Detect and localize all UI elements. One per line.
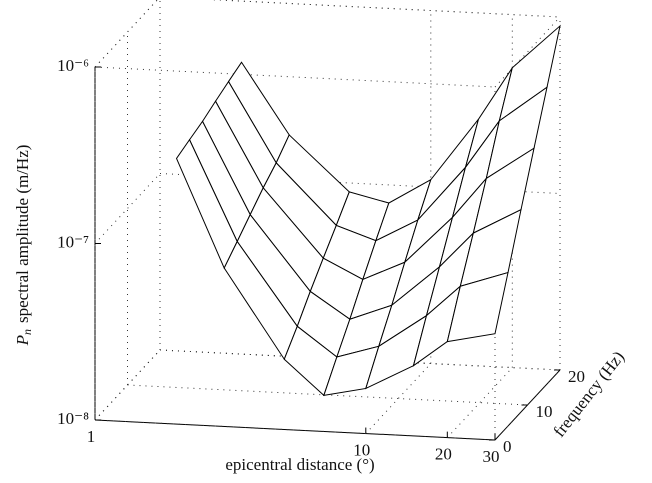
x-tick-label: 1 (87, 427, 96, 446)
grid-line (94, 419, 496, 441)
grid-line (127, 384, 528, 406)
y-axis-label: frequency (Hz) (549, 347, 628, 440)
z-tick-label: 10⁻⁶ (57, 56, 89, 75)
z-axis-label: Pn spectral amplitude (m/Hz) (13, 145, 34, 347)
grid-line (446, 367, 513, 438)
x-tick-label: 30 (483, 447, 500, 466)
z-axis-symbol: P (13, 335, 32, 346)
box-edge (94, 0, 158, 68)
grid-line (209, 0, 561, 18)
z-tick-label: 10⁻⁷ (57, 232, 89, 251)
box-edge (209, 0, 561, 18)
y-tick-label: 0 (503, 437, 512, 456)
z-axis-subscript: n (20, 329, 34, 335)
x-tick-label: 20 (435, 445, 452, 464)
grid-line (159, 349, 561, 371)
grid-line (94, 0, 158, 68)
y-tick-label: 20 (568, 367, 585, 386)
surface-patch (446, 271, 509, 343)
z-tick-label: 10⁻⁸ (57, 409, 89, 428)
y-tick-label: 10 (536, 402, 553, 421)
box-edge (94, 66, 496, 88)
x-tick-label: 10 (353, 440, 370, 459)
z-axis-text: spectral amplitude (m/Hz) (13, 145, 32, 323)
grid-line (94, 173, 161, 244)
x-axis-label: epicentral distance (°) (225, 455, 374, 474)
